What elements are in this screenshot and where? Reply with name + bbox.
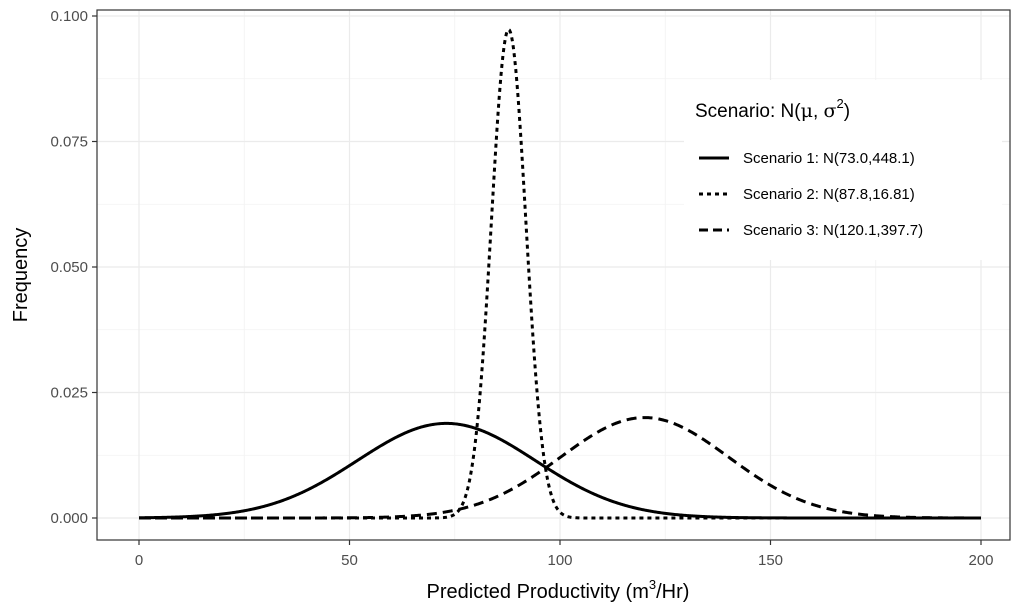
legend-background xyxy=(684,80,1002,260)
legend-title: Scenario: N(μ, σ2) xyxy=(695,96,850,122)
legend-title-sup: 2 xyxy=(837,96,844,111)
series-line-scenario-2 xyxy=(138,28,982,520)
density-curves xyxy=(138,28,982,520)
y-tick-label: 0.100 xyxy=(50,8,88,25)
x-axis-unit-rest: /Hr xyxy=(656,581,683,603)
y-axis-title: Frequency xyxy=(10,228,32,323)
x-tick-label: 0 xyxy=(135,552,143,569)
legend-title-sep: , xyxy=(813,101,824,122)
legend-title-sigma: σ xyxy=(824,100,837,122)
legend-label-scenario-2: Scenario 2: N(87.8,16.81) xyxy=(743,186,915,203)
legend-title-prefix: Scenario: N( xyxy=(695,101,801,122)
plot-border xyxy=(96,9,1011,541)
legend-label-scenario-1: Scenario 1: N(73.0,448.1) xyxy=(743,150,915,167)
y-tick-label: 0.075 xyxy=(50,134,88,151)
x-axis-title-close-paren: ) xyxy=(683,581,690,603)
x-axis-title-open-paren: ( xyxy=(626,581,633,603)
legend: Scenario: N(μ, σ2) Scenario 1: N(73.0,44… xyxy=(684,80,1002,260)
y-tick-label: 0.025 xyxy=(50,385,88,402)
y-tick-label: 0.050 xyxy=(50,259,88,276)
legend-title-suffix: ) xyxy=(844,101,850,122)
x-tick-label: 200 xyxy=(968,552,993,569)
x-axis-title: Predicted Productivity (m3/Hr) xyxy=(427,577,690,603)
x-tick-label: 150 xyxy=(758,552,783,569)
y-tick-label: 0.000 xyxy=(50,510,88,527)
legend-label-scenario-3: Scenario 3: N(120.1,397.7) xyxy=(743,222,923,239)
x-axis-title-main: Predicted Productivity xyxy=(427,581,620,603)
x-axis-unit-sup: 3 xyxy=(649,577,656,592)
series-line-scenario-3 xyxy=(138,416,982,520)
legend-title-mu: μ xyxy=(801,100,813,122)
grid-lines xyxy=(97,10,1010,540)
x-axis-unit-base: m xyxy=(632,581,649,603)
x-tick-label: 50 xyxy=(341,552,358,569)
x-tick-label: 100 xyxy=(547,552,572,569)
axis-ticks: 0 50 100 150 200 0.000 0.025 0.050 0.075 0.100 xyxy=(50,8,993,569)
